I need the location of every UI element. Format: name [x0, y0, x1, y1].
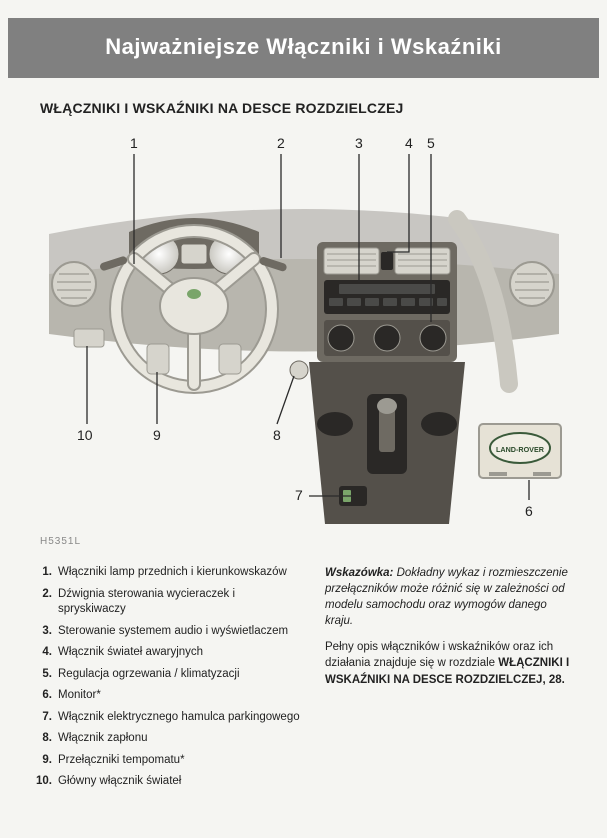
svg-text:3: 3: [355, 135, 363, 151]
svg-text:2: 2: [277, 135, 285, 151]
center-stack: [317, 242, 457, 362]
vent-left: [52, 262, 96, 306]
monitor-device: LAND-ROVER: [479, 424, 561, 478]
svg-text:10: 10: [77, 427, 93, 443]
gauge-center: [181, 244, 207, 264]
hint-note: Wskazówka: Dokładny wykaz i rozmieszczen…: [325, 565, 571, 629]
dashboard-svg: LAND-ROVER 1 2 3 4 5 6 7 8 9 10: [39, 124, 569, 524]
page-title: Najważniejsze Włączniki i Wskaźniki: [8, 34, 599, 60]
legend-item: 6.Monitor*: [36, 688, 301, 704]
notes-column: Wskazówka: Dokładny wykaz i rozmieszczen…: [325, 565, 571, 796]
wheel-ctrl-right: [219, 344, 241, 374]
page-header: Najważniejsze Włączniki i Wskaźniki: [8, 18, 599, 78]
description-note: Pełny opis włączników i wskaźników oraz …: [325, 639, 571, 687]
wheel-ctrl-left: [147, 344, 169, 374]
legend-item: 3.Sterowanie systemem audio i wyświetlac…: [36, 624, 301, 640]
legend-item: 4.Włącznik świateł awaryjnych: [36, 645, 301, 661]
legend-item: 5.Regulacja ogrzewania / klimatyzacji: [36, 667, 301, 683]
svg-text:7: 7: [295, 487, 303, 503]
section-title: WŁĄCZNIKI I WSKAŹNIKI NA DESCE ROZDZIELC…: [40, 100, 607, 116]
headlight-dial: [74, 329, 104, 347]
svg-text:9: 9: [153, 427, 161, 443]
vent-right: [510, 262, 554, 306]
legend-item: 10.Główny włącznik świateł: [36, 774, 301, 790]
legend-item: 9.Przełączniki tempomatu*: [36, 753, 301, 769]
legend-item: 7.Włącznik elektrycznego hamulca parking…: [36, 710, 301, 726]
content-columns: 1.Włączniki lamp przednich i kierunkowsk…: [0, 547, 607, 796]
svg-text:4: 4: [405, 135, 413, 151]
center-console: [290, 361, 465, 524]
wheel-badge: [187, 289, 201, 299]
svg-text:5: 5: [427, 135, 435, 151]
legend-item: 1.Włączniki lamp przednich i kierunkowsk…: [36, 565, 301, 581]
badge-text: LAND-ROVER: [496, 445, 545, 454]
figure-code: H5351L: [40, 536, 607, 547]
svg-text:8: 8: [273, 427, 281, 443]
svg-text:6: 6: [525, 503, 533, 519]
legend-item: 2.Dźwignia sterowania wycieraczek i spry…: [36, 587, 301, 618]
legend-list: 1.Włączniki lamp przednich i kierunkowsk…: [36, 565, 301, 790]
legend-item: 8.Włącznik zapłonu: [36, 731, 301, 747]
legend-column: 1.Włączniki lamp przednich i kierunkowsk…: [36, 565, 301, 796]
svg-text:1: 1: [130, 135, 138, 151]
dashboard-diagram: LAND-ROVER 1 2 3 4 5 6 7 8 9 10: [39, 124, 569, 524]
